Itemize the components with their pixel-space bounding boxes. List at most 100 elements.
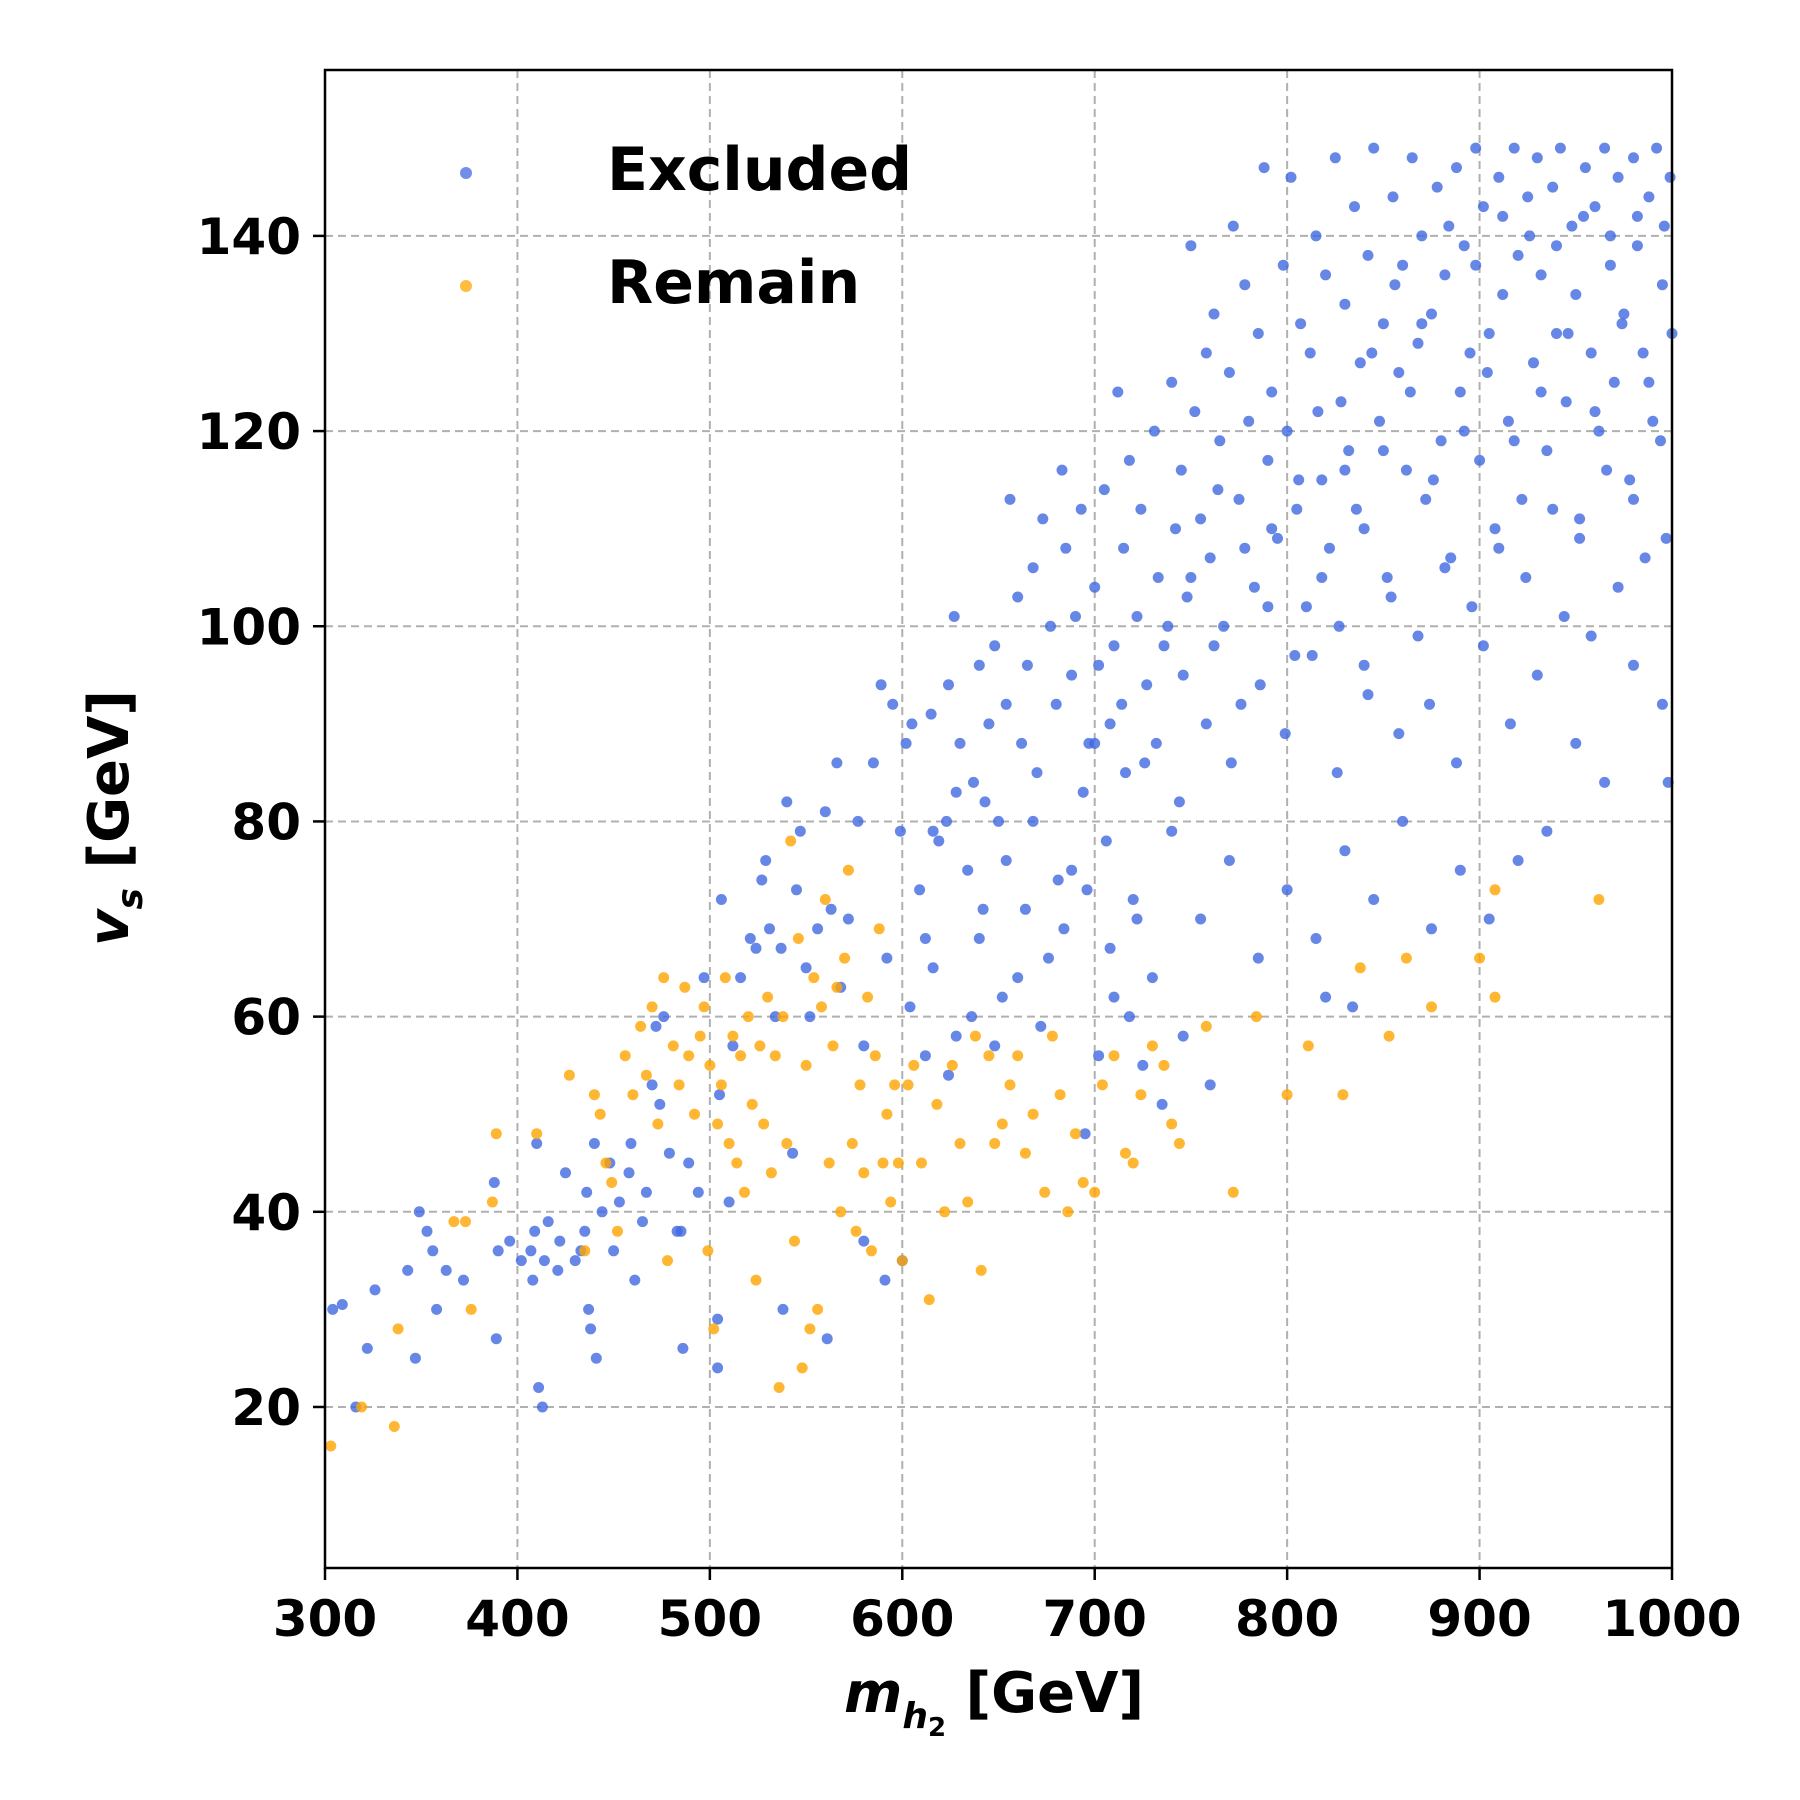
data-point-remain	[1077, 1177, 1089, 1188]
data-point-remain	[588, 1089, 600, 1101]
data-point-excluded	[769, 1011, 781, 1023]
data-point-excluded	[787, 1147, 799, 1159]
x-tick-label: 1000	[1602, 1590, 1741, 1648]
data-point-excluded	[1079, 1128, 1091, 1140]
data-point-remain	[896, 1255, 908, 1267]
data-point-excluded	[560, 1167, 571, 1179]
data-point-excluded	[1208, 308, 1220, 320]
data-point-excluded	[894, 825, 906, 837]
data-point-excluded	[637, 1216, 648, 1228]
data-point-excluded	[875, 679, 887, 691]
data-point-remain	[652, 1118, 664, 1130]
data-point-excluded	[1470, 259, 1482, 271]
data-point-remain	[862, 991, 874, 1003]
x-tick-label: 700	[1043, 1590, 1147, 1648]
data-point-remain	[946, 1059, 958, 1071]
data-point-remain	[835, 1206, 847, 1218]
data-point-excluded	[775, 942, 787, 954]
data-point-excluded	[1512, 249, 1524, 261]
data-point-remain	[789, 1235, 800, 1247]
data-point-excluded	[1551, 240, 1562, 252]
x-tick-label: 600	[850, 1590, 954, 1648]
data-point-remain	[673, 1079, 685, 1091]
data-point-excluded	[1239, 542, 1251, 554]
data-point-excluded	[1000, 698, 1012, 710]
data-point-excluded	[1127, 894, 1139, 905]
data-point-excluded	[1310, 933, 1322, 944]
data-point-remain	[1012, 1050, 1024, 1062]
data-point-excluded	[625, 1138, 637, 1149]
data-point-remain	[460, 1216, 471, 1228]
data-point-remain	[1281, 1089, 1293, 1101]
data-point-excluded	[515, 1255, 527, 1267]
data-point-excluded	[1504, 718, 1516, 730]
data-point-excluded	[1135, 503, 1147, 515]
data-point-excluded	[529, 1225, 541, 1237]
data-point-remain	[846, 1138, 858, 1149]
data-point-excluded	[488, 1177, 500, 1188]
data-point-excluded	[750, 942, 762, 954]
data-point-excluded	[1497, 210, 1509, 222]
data-point-excluded	[1277, 259, 1289, 271]
data-point-excluded	[962, 864, 974, 876]
data-point-remain	[594, 1108, 606, 1120]
data-point-excluded	[973, 659, 985, 671]
data-point-remain	[765, 1167, 777, 1179]
data-point-excluded	[1177, 669, 1189, 681]
data-point-excluded	[1081, 884, 1093, 896]
data-point-excluded	[1443, 220, 1455, 232]
data-point-remain	[600, 1157, 612, 1169]
plot-frame	[323, 68, 1674, 1570]
data-point-excluded	[1354, 357, 1366, 369]
data-point-excluded	[1368, 894, 1380, 905]
data-point-excluded	[1227, 220, 1239, 232]
data-point-excluded	[1235, 698, 1247, 710]
data-point-excluded	[1656, 698, 1668, 710]
data-point-excluded	[1574, 532, 1586, 544]
data-point-excluded	[1599, 142, 1611, 154]
data-point-excluded	[1397, 259, 1409, 271]
data-point-excluded	[1239, 279, 1251, 291]
y-tick-label: 140	[197, 208, 301, 266]
data-point-remain	[762, 991, 774, 1003]
data-point-excluded	[1477, 640, 1489, 652]
data-point-remain	[1173, 1138, 1185, 1149]
data-point-remain	[792, 933, 804, 944]
data-point-remain	[1158, 1059, 1170, 1071]
data-point-excluded	[1027, 815, 1039, 827]
data-point-excluded	[1358, 659, 1370, 671]
data-point-remain	[1019, 1147, 1031, 1159]
data-point-excluded	[950, 786, 962, 798]
data-point-excluded	[1570, 289, 1582, 300]
data-point-excluded	[1279, 728, 1291, 740]
data-point-excluded	[1664, 171, 1676, 183]
data-point-excluded	[1481, 367, 1493, 378]
data-point-remain	[689, 1108, 700, 1120]
data-point-excluded	[1497, 289, 1509, 300]
y-tick-label: 80	[231, 793, 301, 851]
x-tick-label: 800	[1235, 1590, 1339, 1648]
data-point-excluded	[1200, 347, 1212, 359]
data-point-excluded	[1004, 493, 1016, 505]
data-point-remain	[531, 1128, 543, 1140]
data-point-remain	[702, 1245, 714, 1257]
data-point-remain	[612, 1225, 623, 1237]
data-point-excluded	[1035, 1020, 1047, 1032]
data-point-excluded	[1214, 435, 1226, 447]
y-axis-label: vs [GeV]	[77, 690, 151, 946]
data-point-excluded	[1175, 464, 1187, 476]
data-point-excluded	[1585, 630, 1597, 642]
data-point-remain	[816, 1001, 827, 1013]
data-point-excluded	[1137, 1059, 1149, 1071]
data-point-remain	[804, 1323, 816, 1335]
data-point-excluded	[791, 884, 802, 896]
data-point-excluded	[943, 679, 954, 691]
data-point-excluded	[492, 1245, 504, 1257]
data-point-excluded	[1608, 376, 1620, 388]
data-point-excluded	[1508, 142, 1520, 154]
data-point-remain	[1070, 1128, 1081, 1140]
legend-label-remain: Remain	[607, 248, 860, 318]
data-point-excluded	[1123, 454, 1135, 466]
data-point-excluded	[1656, 279, 1668, 291]
data-point-excluded	[1528, 357, 1539, 369]
